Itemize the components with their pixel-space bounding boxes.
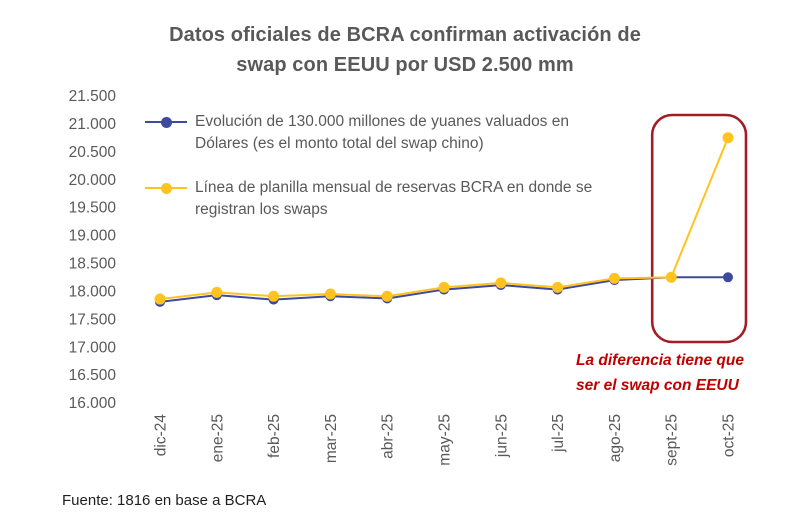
y-tick-label: 18.500 bbox=[69, 256, 117, 273]
x-tick-label: dic-24 bbox=[153, 414, 170, 457]
x-tick-label: may-25 bbox=[437, 414, 454, 466]
x-tick-label: ago-25 bbox=[607, 414, 624, 462]
chart-legend: Evolución de 130.000 millones de yuanes … bbox=[145, 111, 615, 222]
data-point-reservas bbox=[324, 288, 336, 300]
chart-title-line2: swap con EEUU por USD 2.500 mm bbox=[236, 54, 574, 76]
x-tick-label: sept-25 bbox=[664, 414, 681, 466]
data-point-reservas bbox=[722, 132, 734, 144]
x-tick-label: feb-25 bbox=[266, 414, 283, 458]
x-tick-label: jun-25 bbox=[493, 414, 510, 458]
y-tick-label: 19.000 bbox=[69, 228, 117, 245]
x-tick-label: jul-25 bbox=[550, 414, 567, 453]
y-tick-label: 18.000 bbox=[69, 283, 117, 300]
x-tick-label: mar-25 bbox=[323, 414, 340, 463]
legend-dot-reservas bbox=[161, 182, 172, 194]
legend-line-dot-icon-reservas bbox=[145, 177, 187, 198]
y-tick-label: 16.500 bbox=[69, 367, 117, 384]
legend-line-dot-icon-yuan bbox=[145, 111, 187, 132]
highlight-annotation: La diferencia tiene que ser el swap con … bbox=[576, 349, 766, 399]
highlight-box bbox=[650, 113, 748, 344]
data-point-reservas bbox=[268, 290, 280, 302]
y-tick-label: 17.000 bbox=[69, 339, 117, 356]
annotation-line1: La diferencia tiene que bbox=[576, 352, 744, 369]
y-tick-label: 19.500 bbox=[69, 200, 117, 217]
y-tick-label: 16.000 bbox=[69, 395, 117, 412]
data-point-reservas bbox=[608, 272, 620, 284]
y-tick-label: 21.500 bbox=[69, 88, 117, 105]
y-tick-label: 20.000 bbox=[69, 172, 117, 189]
data-point-reservas bbox=[665, 271, 677, 283]
data-point-reservas bbox=[211, 286, 223, 298]
x-tick-label: ene-25 bbox=[209, 414, 226, 462]
data-point-reservas bbox=[438, 281, 450, 293]
x-tick-label: abr-25 bbox=[380, 414, 397, 459]
data-point-yuan bbox=[723, 272, 733, 283]
chart-title: Datos oficiales de BCRA confirman activa… bbox=[15, 20, 795, 80]
legend-item-reservas: Línea de planilla mensual de reservas BC… bbox=[145, 177, 615, 222]
legend-dot-yuan bbox=[161, 117, 172, 128]
legend-label-reservas: Línea de planilla mensual de reservas BC… bbox=[195, 178, 593, 219]
legend-label-yuan: Evolución de 130.000 millones de yuanes … bbox=[195, 113, 569, 153]
legend-item-yuan: Evolución de 130.000 millones de yuanes … bbox=[145, 111, 615, 156]
data-point-reservas bbox=[154, 293, 166, 305]
data-point-reservas bbox=[381, 290, 393, 302]
y-tick-label: 17.500 bbox=[69, 311, 117, 328]
x-tick-label: oct-25 bbox=[721, 414, 738, 457]
y-tick-label: 21.000 bbox=[69, 116, 117, 133]
chart-title-line1: Datos oficiales de BCRA confirman activa… bbox=[169, 24, 641, 46]
data-point-reservas bbox=[552, 281, 564, 293]
data-point-reservas bbox=[495, 277, 507, 289]
source-note: Fuente: 1816 en base a BCRA bbox=[62, 492, 267, 509]
y-tick-label: 20.500 bbox=[69, 144, 117, 161]
annotation-line2: ser el swap con EEUU bbox=[576, 376, 739, 394]
